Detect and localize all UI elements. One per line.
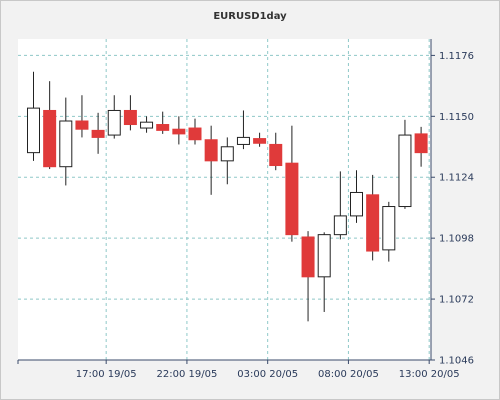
candle <box>204 125 218 195</box>
candle <box>350 170 363 223</box>
bearish-candle-body <box>172 128 186 135</box>
candle <box>269 132 283 171</box>
candle <box>140 116 154 133</box>
x-tick-label: 22:00 19/05 <box>157 369 218 380</box>
candle <box>75 95 89 138</box>
bullish-candle-body <box>317 234 331 278</box>
x-tick-label: 17:00 19/05 <box>76 369 137 380</box>
candle <box>414 126 428 167</box>
x-tick-label: 08:00 20/05 <box>318 369 379 380</box>
bullish-candle-body <box>333 215 347 236</box>
candle <box>236 110 250 150</box>
candles <box>27 71 428 322</box>
candle <box>301 231 315 322</box>
bearish-candle-body <box>156 124 170 131</box>
bearish-candle-body <box>188 127 202 141</box>
x-tick-label: 13:00 20/05 <box>399 369 460 380</box>
candle <box>398 119 412 209</box>
candle <box>333 171 347 240</box>
bearish-candle-body <box>75 120 89 130</box>
grid-lines <box>18 39 431 360</box>
axes <box>17 39 435 364</box>
chart-title: EURUSD1day <box>213 11 287 22</box>
candle <box>27 71 40 161</box>
candle <box>382 201 396 262</box>
x-tick-label: 03:00 20/05 <box>237 369 298 380</box>
candle <box>366 174 380 261</box>
bearish-candle-body <box>204 139 218 162</box>
bullish-candle-body <box>59 120 73 168</box>
bullish-candle-body <box>220 146 234 162</box>
candle <box>123 95 137 131</box>
candle <box>172 116 186 145</box>
bullish-candle-body <box>398 134 412 208</box>
bullish-candle-body <box>382 206 396 251</box>
candle <box>220 137 234 185</box>
candle <box>317 232 331 312</box>
bearish-candle-body <box>91 129 105 138</box>
candle <box>107 95 121 139</box>
bearish-candle-body <box>123 109 137 126</box>
bullish-candle-body <box>107 109 121 136</box>
candle <box>91 112 105 154</box>
bullish-candle-body <box>350 191 363 217</box>
candle <box>59 97 73 186</box>
y-tick-label: 1.1150 <box>439 112 474 123</box>
y-tick-label: 1.1124 <box>439 173 474 184</box>
y-tick-label: 1.1098 <box>439 234 474 245</box>
bullish-candle-body <box>27 107 40 154</box>
candle <box>285 125 299 242</box>
bearish-candle-body <box>366 194 380 252</box>
candle <box>188 118 202 145</box>
bearish-candle-body <box>285 162 299 236</box>
candle <box>43 81 57 170</box>
bearish-candle-body <box>414 133 428 154</box>
bearish-candle-body <box>253 138 267 144</box>
y-tick-label: 1.1176 <box>439 51 474 62</box>
bullish-candle-body <box>236 136 250 145</box>
candle <box>253 132 267 147</box>
tick-labels: 1.1176 1.1150 1.1124 1.1098 1.1072 1.1046 17:0… <box>76 51 474 380</box>
y-tick-label: 1.1046 <box>439 356 474 367</box>
bearish-candle-body <box>269 143 283 167</box>
y-tick-label: 1.1072 <box>439 295 474 306</box>
bullish-candle-body <box>140 121 154 129</box>
bearish-candle-body <box>301 236 315 278</box>
bearish-candle-body <box>43 109 57 168</box>
candle <box>156 111 170 134</box>
